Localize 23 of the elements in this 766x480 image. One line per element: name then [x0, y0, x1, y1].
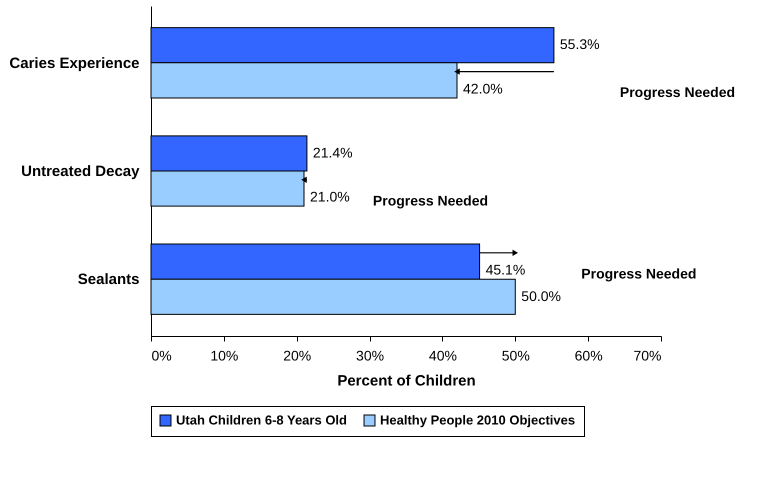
y-tick-label: Untreated Decay [21, 163, 140, 180]
data-label: 21.0% [310, 188, 350, 205]
annotation: Progress Needed [581, 265, 696, 282]
x-tick-label: 70% [633, 348, 662, 364]
data-label: 42.0% [463, 80, 503, 96]
x-tick-label: 30% [356, 348, 384, 364]
y-tick-label: Sealants [78, 271, 140, 288]
legend-label: Healthy People 2010 Objectives [380, 412, 576, 428]
x-tick-label: 40% [428, 348, 457, 364]
x-axis-title: Percent of Children [337, 372, 476, 390]
data-label: 21.4% [312, 144, 353, 160]
data-label: 55.3% [560, 36, 600, 52]
y-tick-label: Caries Experience [9, 54, 140, 72]
data-label: 45.1% [486, 262, 526, 278]
legend-label: Utah Children 6-8 Years Old [176, 412, 348, 428]
annotation: Progress Needed [620, 84, 736, 100]
x-tick-label: 60% [574, 348, 603, 364]
x-tick-label: 10% [210, 348, 238, 364]
annotation: Progress Needed [372, 192, 488, 208]
data-label: 50.0% [521, 288, 561, 304]
x-tick-label: 0% [152, 348, 172, 364]
x-tick-label: 50% [502, 348, 530, 364]
x-tick-label: 20% [283, 348, 312, 364]
